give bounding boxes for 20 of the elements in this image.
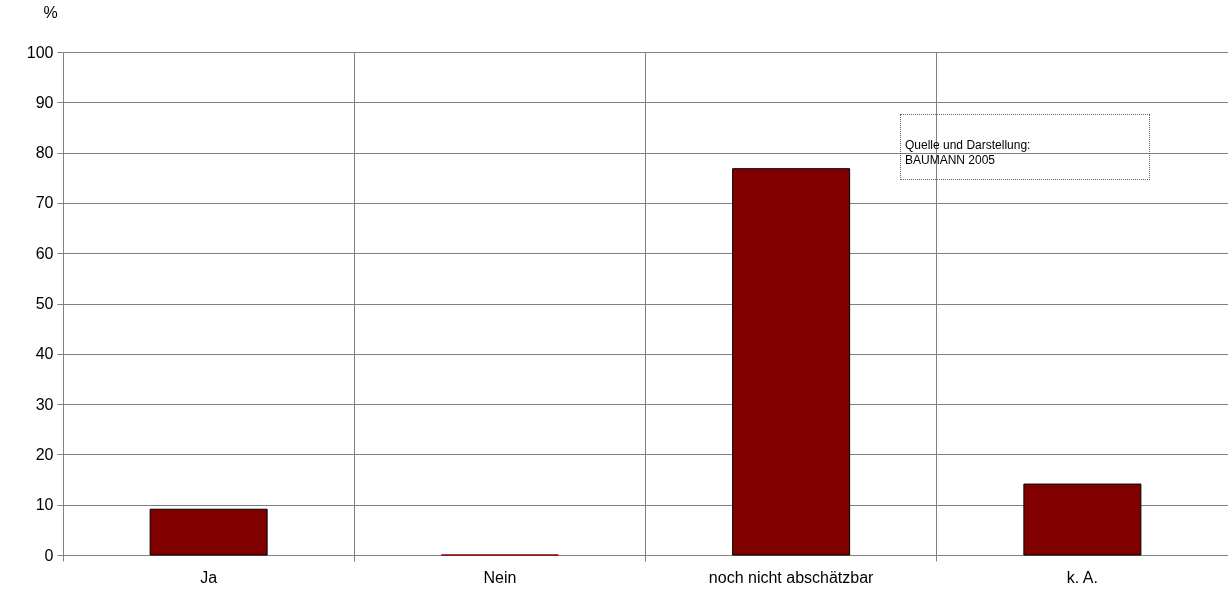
bar xyxy=(149,508,268,556)
y-tick-label: 10 xyxy=(35,496,54,514)
y-tick-label: 20 xyxy=(35,445,54,463)
x-tick-label: noch nicht abschätzbar xyxy=(708,568,875,586)
bar xyxy=(732,168,851,556)
x-tick-label: Ja xyxy=(200,568,218,586)
y-axis-title: % xyxy=(43,3,58,21)
y-tick-label: 100 xyxy=(26,43,54,61)
y-tick-label: 30 xyxy=(35,395,54,413)
x-tick-label: Nein xyxy=(483,568,517,586)
y-tick-label: 70 xyxy=(35,194,54,212)
y-tick-label: 40 xyxy=(35,345,54,363)
y-tick-label: 50 xyxy=(35,295,54,312)
y-tick-label: 80 xyxy=(35,144,54,162)
x-tick-label: k. A. xyxy=(1066,568,1098,586)
annotation: Quelle und Darstellung: BAUMANN 2005 xyxy=(905,138,1031,167)
y-tick-label: 60 xyxy=(35,244,54,262)
bar xyxy=(1023,483,1142,556)
y-tick-label: 90 xyxy=(35,93,54,111)
y-tick-label: 0 xyxy=(44,546,54,564)
